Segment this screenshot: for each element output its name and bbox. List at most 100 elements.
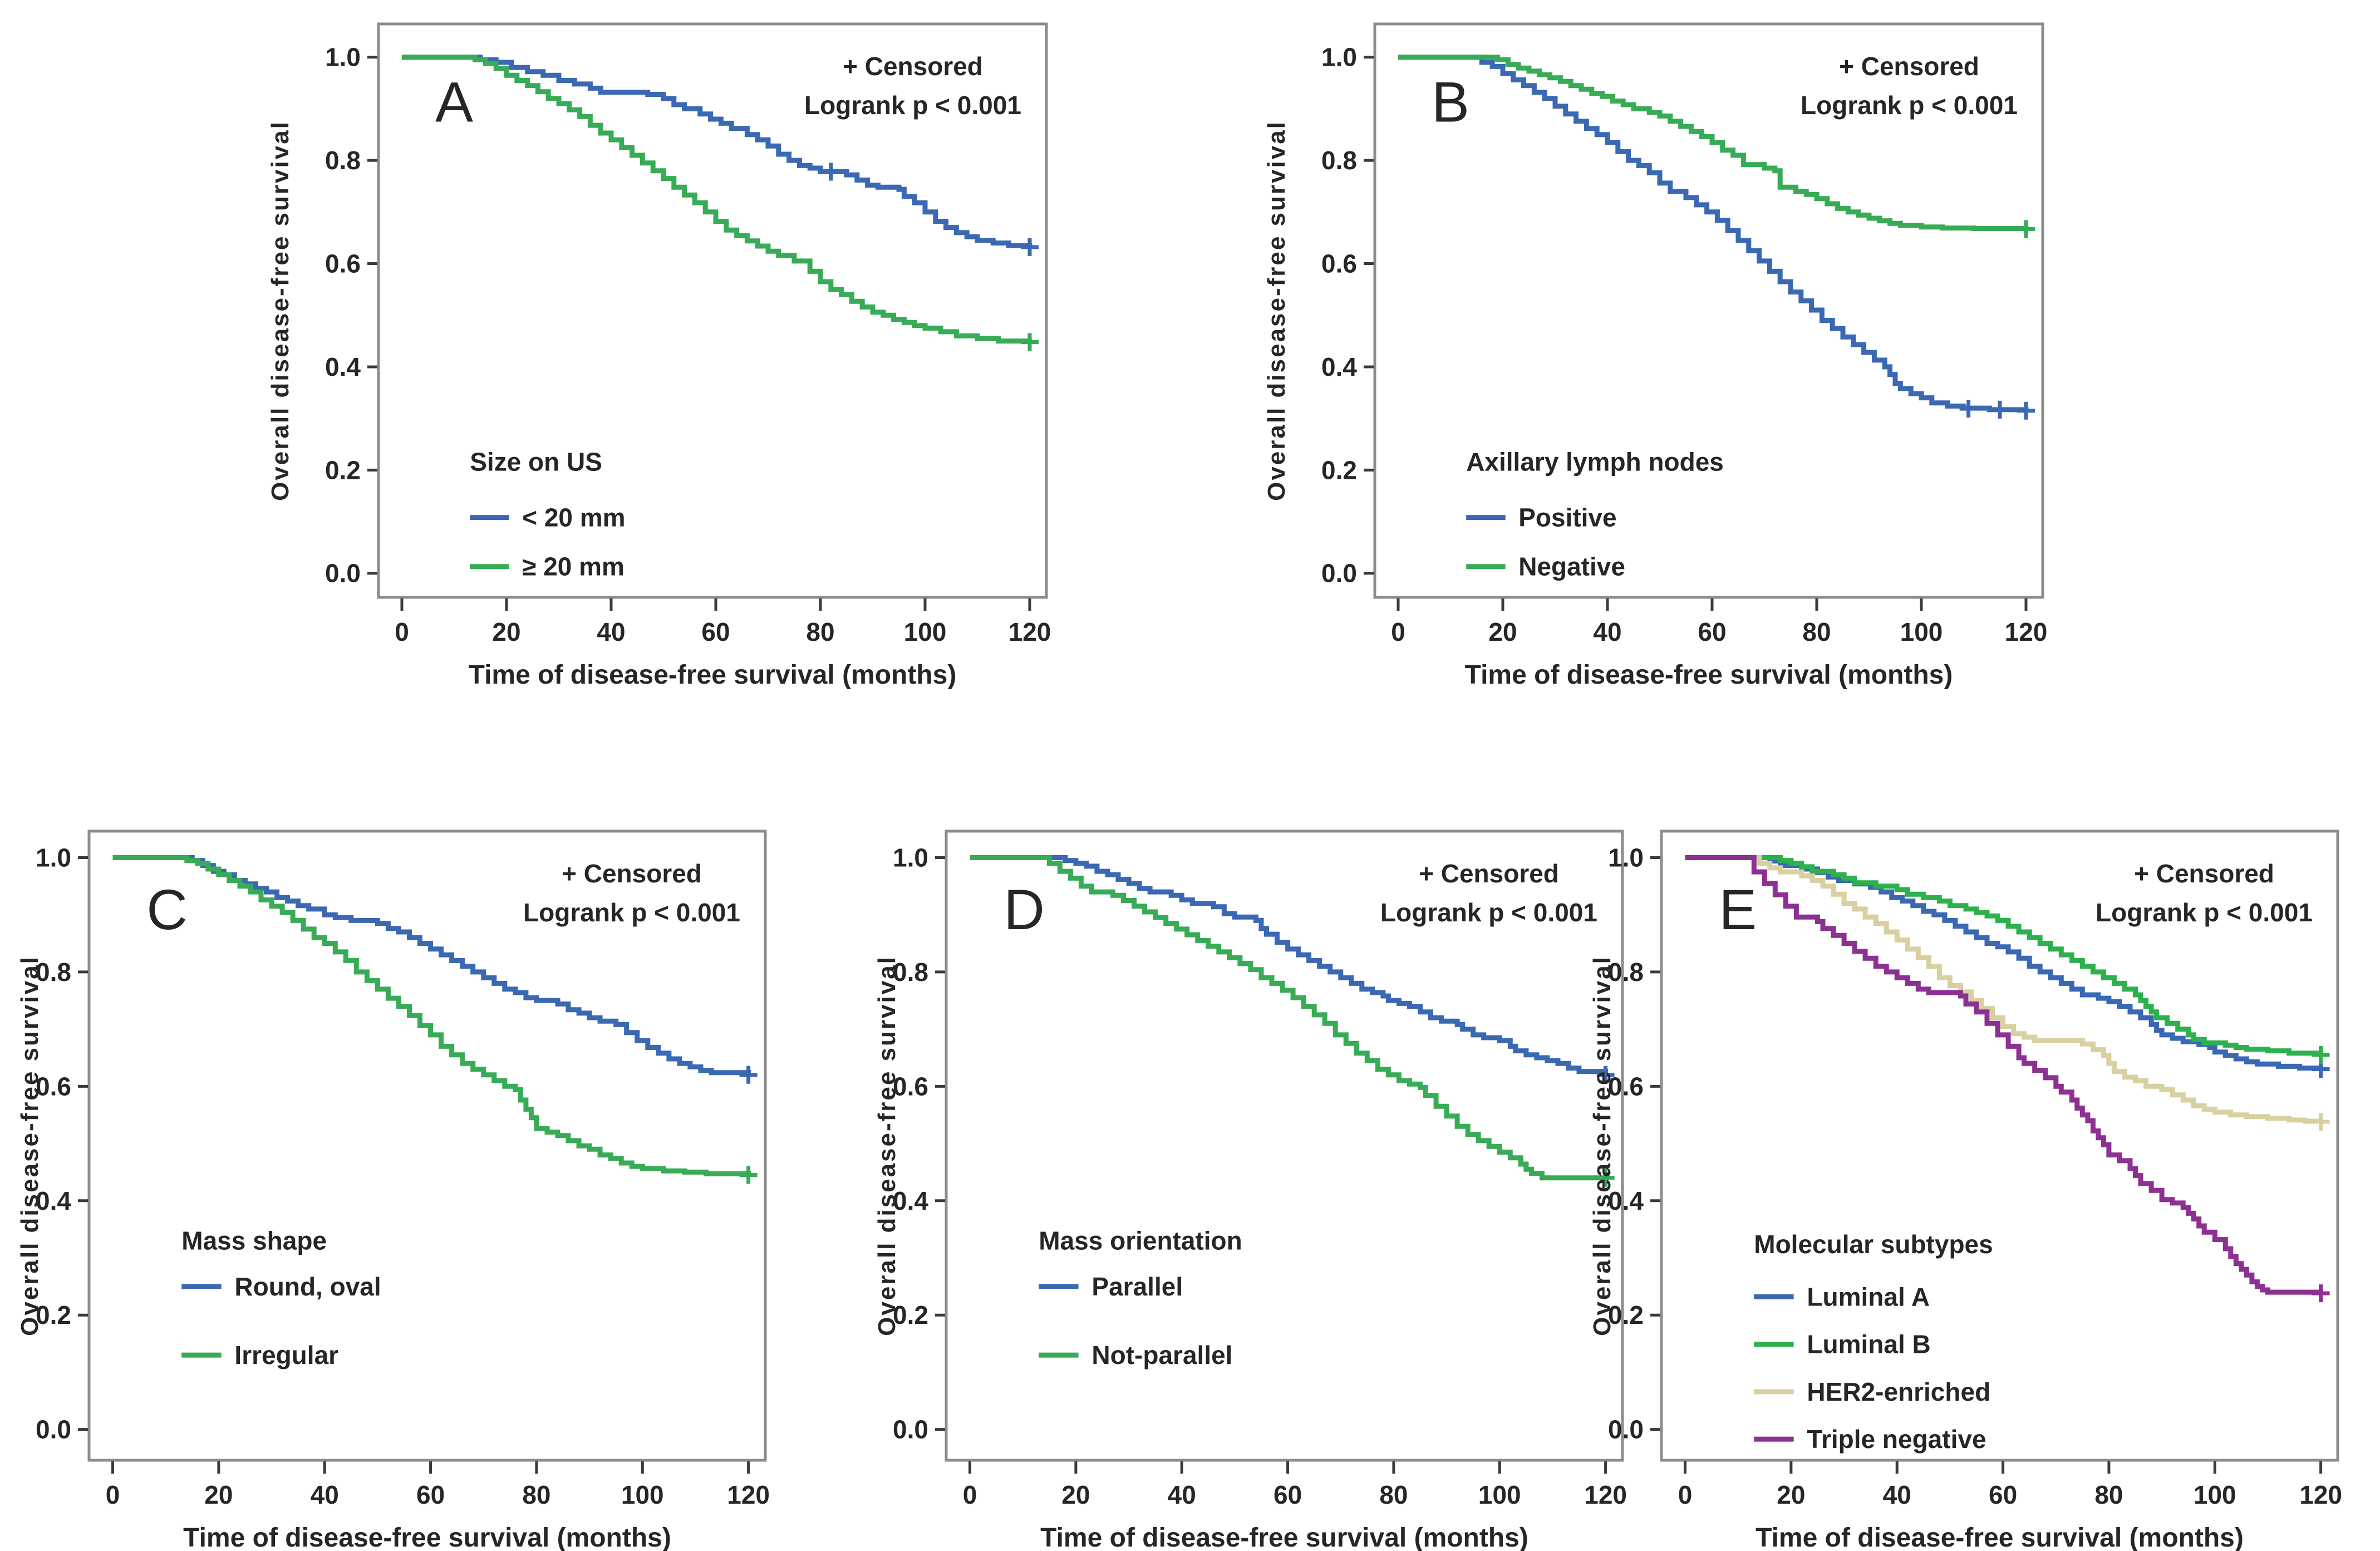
panel-letter: A xyxy=(435,71,473,134)
x-tick-label: 0 xyxy=(1678,1480,1693,1509)
y-tick-label: 0.6 xyxy=(325,249,361,278)
y-tick-label: 0.4 xyxy=(893,1186,928,1215)
logrank-note: Logrank p < 0.001 xyxy=(1380,898,1597,927)
legend-item-label: Triple negative xyxy=(1807,1425,1986,1454)
legend-item-label: ≥ 20 mm xyxy=(522,552,624,581)
legend-title: Molecular subtypes xyxy=(1754,1230,1993,1259)
x-tick-label: 0 xyxy=(1391,617,1405,646)
logrank-note: Logrank p < 0.001 xyxy=(804,91,1021,120)
y-tick-label: 0.8 xyxy=(325,146,361,175)
y-tick-label: 1.0 xyxy=(1321,43,1357,72)
x-tick-label: 120 xyxy=(1009,617,1051,646)
legend-title: Mass shape xyxy=(181,1226,327,1255)
x-tick-label: 100 xyxy=(904,617,947,646)
km-curve-parallel xyxy=(970,855,1609,1075)
legend-item-label: Positive xyxy=(1518,503,1616,532)
legend-title: Size on US xyxy=(470,448,602,477)
panel-D-chart: 1.0 0.8 0.6 0.4 0.2 0.0 0 20 40 60 80 100 120 Overall… xyxy=(873,830,1627,1551)
x-tick-label: 100 xyxy=(2194,1480,2236,1509)
x-axis-label: Time of disease-free survival (months) xyxy=(1465,660,1953,690)
legend-item-label: Luminal B xyxy=(1807,1330,1930,1359)
y-tick-label: 0.2 xyxy=(36,1300,71,1329)
logrank-note: Logrank p < 0.001 xyxy=(523,898,740,927)
x-tick-label: 40 xyxy=(597,617,625,646)
x-tick-label: 120 xyxy=(1584,1480,1627,1509)
km-curve-negative xyxy=(1398,55,2029,231)
y-tick-label: 0.2 xyxy=(1321,455,1357,484)
legend-item-label: Negative xyxy=(1518,552,1625,581)
y-tick-label: 0.6 xyxy=(893,1072,928,1101)
x-tick-label: 120 xyxy=(727,1480,770,1509)
y-axis-label: Overall disease-free survival xyxy=(16,955,43,1336)
y-tick-label: 0.2 xyxy=(1608,1300,1644,1329)
km-curve-triple-negative xyxy=(1685,855,2324,1295)
panel-B-chart: 1.0 0.8 0.6 0.4 0.2 0.0 0 20 40 60 80 100 120 Overall… xyxy=(1263,22,2048,690)
x-tick-label: 0 xyxy=(395,617,409,646)
panel-C-chart: 1.0 0.8 0.6 0.4 0.2 0.0 0 20 40 60 80 100 120 Overall… xyxy=(16,830,770,1551)
legend-item-label: Luminal A xyxy=(1807,1282,1930,1311)
x-axis-label: Time of disease-free survival (months) xyxy=(469,660,957,690)
legend-item-label: Parallel xyxy=(1091,1272,1183,1301)
x-tick-label: 60 xyxy=(1989,1480,2017,1509)
y-tick-label: 1.0 xyxy=(36,843,71,872)
x-tick-label: 100 xyxy=(1900,617,1943,646)
x-tick-label: 40 xyxy=(1593,617,1621,646)
legend-item-label: Irregular xyxy=(234,1341,338,1370)
x-tick-label: 40 xyxy=(1883,1480,1911,1509)
y-tick-label: 0.4 xyxy=(36,1186,71,1215)
y-tick-label: 0.0 xyxy=(1321,559,1357,588)
legend-item-label: Round, oval xyxy=(234,1272,381,1301)
plot-area xyxy=(1660,830,2339,1462)
km-curve-irregular xyxy=(112,855,751,1176)
x-tick-label: 60 xyxy=(1273,1480,1302,1509)
y-tick-label: 0.8 xyxy=(893,958,928,986)
legend-item-label: < 20 mm xyxy=(522,503,625,532)
km-curve--20-mm xyxy=(402,55,1032,344)
x-tick-label: 100 xyxy=(1478,1480,1521,1509)
x-tick-label: 80 xyxy=(2094,1480,2123,1509)
y-tick-label: 0.4 xyxy=(325,352,361,381)
km-curve-positive xyxy=(1398,55,2029,413)
legend-item-label: Not-parallel xyxy=(1091,1341,1232,1370)
y-tick-label: 0.8 xyxy=(36,958,71,986)
x-tick-label: 20 xyxy=(204,1480,233,1509)
logrank-note: Logrank p < 0.001 xyxy=(1801,91,2018,120)
censored-note: + Censored xyxy=(1419,859,1559,888)
x-tick-label: 120 xyxy=(2005,617,2048,646)
km-curve--20-mm xyxy=(402,55,1032,248)
x-tick-label: 40 xyxy=(311,1480,339,1509)
y-tick-label: 0.4 xyxy=(1608,1186,1644,1215)
legend-title: Axillary lymph nodes xyxy=(1466,448,1724,477)
x-tick-label: 60 xyxy=(701,617,730,646)
y-tick-label: 0.0 xyxy=(1608,1415,1644,1444)
x-axis-label: Time of disease-free survival (months) xyxy=(1040,1523,1528,1551)
y-tick-label: 0.6 xyxy=(36,1072,71,1101)
y-tick-label: 0.8 xyxy=(1321,146,1357,175)
km-curve-luminal-b xyxy=(1685,855,2324,1056)
y-tick-label: 1.0 xyxy=(325,43,361,72)
x-tick-label: 120 xyxy=(2299,1480,2342,1509)
y-tick-label: 0.8 xyxy=(1608,958,1644,986)
x-tick-label: 0 xyxy=(963,1480,977,1509)
y-axis-label: Overall disease-free survival xyxy=(1589,955,1616,1336)
panel-letter: C xyxy=(146,878,188,941)
x-tick-label: 20 xyxy=(1777,1480,1805,1509)
y-axis-label: Overall disease-free survival xyxy=(1263,120,1290,501)
x-tick-label: 80 xyxy=(522,1480,550,1509)
x-axis-label: Time of disease-free survival (months) xyxy=(1756,1523,2244,1551)
x-tick-label: 20 xyxy=(1061,1480,1090,1509)
x-tick-label: 60 xyxy=(416,1480,445,1509)
panel-E-chart: 1.0 0.8 0.6 0.4 0.2 0.0 0 20 40 60 80 100 120 Overall… xyxy=(1589,830,2342,1551)
x-tick-label: 20 xyxy=(1488,617,1517,646)
km-curve-round-oval xyxy=(112,855,751,1076)
legend-item-label: HER2-enriched xyxy=(1807,1377,1990,1406)
panel-letter: E xyxy=(1719,878,1757,941)
censored-note: + Censored xyxy=(562,859,702,888)
x-tick-label: 40 xyxy=(1168,1480,1196,1509)
x-tick-label: 0 xyxy=(106,1480,120,1509)
x-tick-label: 20 xyxy=(492,617,520,646)
y-tick-label: 0.2 xyxy=(893,1300,928,1329)
y-tick-label: 0.0 xyxy=(36,1415,71,1444)
x-axis-label: Time of disease-free survival (months) xyxy=(183,1523,671,1551)
